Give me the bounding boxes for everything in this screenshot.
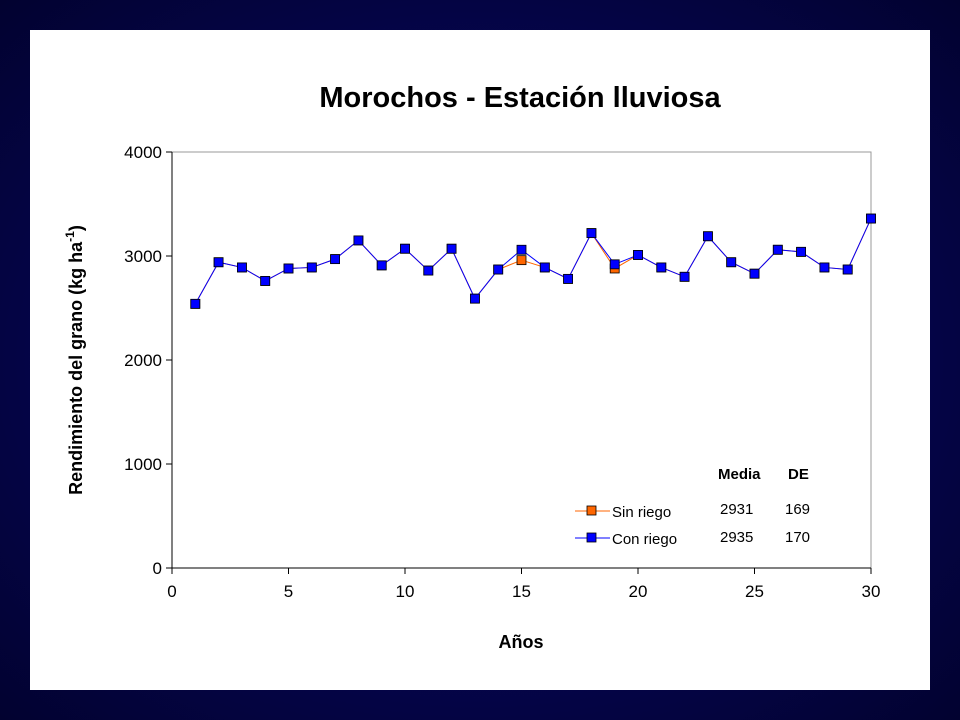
- data-point-con-riego: [563, 273, 573, 284]
- x-tick-label: 10: [396, 582, 415, 601]
- data-point-con-riego: [376, 260, 387, 271]
- data-point-con-riego: [539, 262, 550, 273]
- x-axis-label: Años: [499, 632, 544, 652]
- y-axis-label-main: Rendimiento del grano (kg ha: [66, 241, 86, 495]
- x-ticks: 0 5 10 15 20 25 30: [167, 568, 880, 601]
- legend-label-con-riego: Con riego: [612, 531, 677, 548]
- legend-de-sin-riego: 169: [785, 501, 810, 518]
- legend-entry-con-riego: Con riego 2935 170: [575, 529, 810, 548]
- data-point-con-riego: [749, 268, 760, 279]
- data-point-con-riego: [423, 265, 434, 276]
- data-point-con-riego: [703, 231, 713, 242]
- data-point-con-riego: [866, 213, 876, 224]
- data-point-con-riego: [796, 246, 806, 257]
- y-ticks: 0 1000 2000 3000 4000: [124, 143, 172, 578]
- data-point-con-riego: [726, 257, 737, 268]
- data-point-con-riego: [283, 263, 294, 274]
- data-point-sin-riego: [516, 255, 527, 266]
- y-tick-label: 0: [153, 559, 162, 578]
- data-point-con-riego: [819, 262, 830, 273]
- y-axis-label-close: ): [66, 225, 86, 231]
- data-point-con-riego: [469, 293, 480, 304]
- legend-entry-sin-riego: Sin riego 2931 169: [575, 501, 810, 521]
- data-point-con-riego: [772, 244, 783, 255]
- y-tick-label: 3000: [124, 247, 162, 266]
- line-chart: Morochos - Estación lluviosa 0 1000 2000 30…: [63, 82, 880, 652]
- data-point-con-riego: [633, 250, 643, 260]
- legend-header-de: DE: [788, 466, 809, 483]
- data-point-con-riego: [213, 257, 224, 268]
- x-tick-label: 20: [629, 582, 648, 601]
- y-tick-label: 2000: [124, 351, 162, 370]
- data-point-con-riego: [260, 276, 271, 286]
- data-point-con-riego: [516, 244, 527, 255]
- data-point-con-riego: [353, 235, 364, 246]
- data-point-con-riego: [679, 271, 690, 282]
- y-axis-label-superscript: -1: [63, 231, 77, 242]
- x-tick-label: 30: [862, 582, 881, 601]
- y-tick-label: 1000: [124, 455, 162, 474]
- legend-media-sin-riego: 2931: [720, 501, 753, 518]
- legend-marker-con-riego: [586, 532, 597, 543]
- legend: Media DE Sin riego 2931 169 Con riego 29…: [575, 466, 810, 548]
- legend-header-media: Media: [718, 466, 761, 483]
- series-layer: [190, 213, 876, 309]
- data-point-con-riego: [842, 264, 853, 275]
- data-point-con-riego: [493, 264, 504, 275]
- data-point-con-riego: [306, 262, 317, 273]
- y-tick-label: 4000: [124, 143, 162, 162]
- data-point-con-riego: [609, 259, 620, 270]
- data-point-con-riego: [190, 298, 201, 309]
- x-tick-label: 15: [512, 582, 531, 601]
- data-point-con-riego: [400, 243, 410, 254]
- legend-label-sin-riego: Sin riego: [612, 504, 671, 521]
- data-point-con-riego: [236, 262, 247, 273]
- chart-title: Morochos - Estación lluviosa: [319, 82, 721, 114]
- data-point-con-riego: [446, 243, 457, 254]
- data-point-con-riego: [330, 254, 341, 265]
- data-point-con-riego: [656, 262, 667, 273]
- data-point-con-riego: [586, 228, 597, 239]
- legend-marker-sin-riego: [586, 505, 597, 516]
- plot-frame: [171, 151, 872, 569]
- x-tick-label: 5: [284, 582, 293, 601]
- slide-area: Morochos - Estación lluviosa 0 1000 2000 30…: [30, 30, 930, 690]
- legend-de-con-riego: 170: [785, 529, 810, 546]
- plot-area: 0 1000 2000 3000 4000 0 5 10 15 20 25 30: [124, 143, 880, 601]
- x-tick-label: 0: [167, 582, 176, 601]
- y-axis-label: Rendimiento del grano (kg ha-1): [63, 225, 86, 495]
- x-tick-label: 25: [745, 582, 764, 601]
- legend-media-con-riego: 2935: [720, 529, 753, 546]
